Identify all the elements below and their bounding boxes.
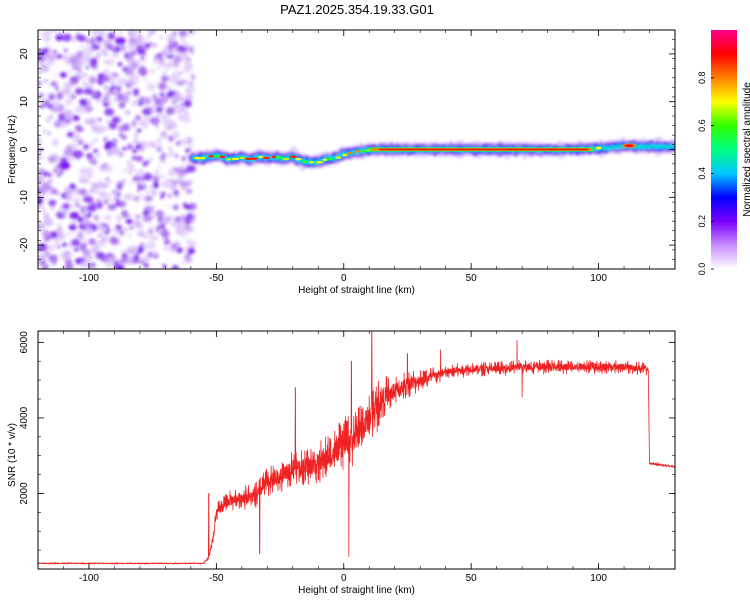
figure-title: PAZ1.2025.354.19.33.G01 bbox=[280, 2, 434, 17]
x-tick-label: -100 bbox=[79, 273, 99, 284]
y-tick-label: 4000 bbox=[19, 406, 30, 429]
colorbar-gradient bbox=[711, 30, 737, 269]
snr-axes: -100 -50 0 50 100 2000 4000 6000 bbox=[19, 331, 676, 584]
colorbar-tick-label: 0.4 bbox=[697, 167, 707, 180]
y-tick-label: 2000 bbox=[19, 482, 30, 505]
spectrogram-x-axis-label: Height of straight line (km) bbox=[298, 285, 415, 296]
colorbar-tick-label: 0.6 bbox=[697, 119, 707, 132]
signal-track bbox=[186, 135, 675, 172]
x-tick-label: 100 bbox=[590, 573, 607, 584]
y-tick-label: 20 bbox=[19, 48, 30, 60]
colorbar-tick-label: 0.2 bbox=[697, 215, 707, 228]
spectrogram-y-axis-label: Frequency (Hz) bbox=[7, 115, 18, 184]
snr-panel: -100 -50 0 50 100 2000 4000 6000 Height of stra… bbox=[7, 330, 676, 596]
x-tick-label: -50 bbox=[209, 273, 224, 284]
snr-frame bbox=[37, 330, 676, 570]
y-tick-label: -20 bbox=[19, 237, 30, 252]
y-tick-label: 10 bbox=[19, 96, 30, 108]
colorbar-ticks: 0.0 0.2 0.4 0.6 0.8 bbox=[697, 72, 714, 276]
x-tick-label: 0 bbox=[341, 273, 347, 284]
noise-speckle-region bbox=[38, 30, 197, 269]
x-tick-label: 50 bbox=[466, 573, 478, 584]
x-tick-label: 0 bbox=[341, 573, 347, 584]
x-tick-label: -100 bbox=[79, 573, 99, 584]
colorbar: 0.0 0.2 0.4 0.6 0.8 Normalized spectral ampl… bbox=[697, 30, 750, 275]
colorbar-label: Normalized spectral amplitude bbox=[742, 82, 750, 217]
colorbar-tick-label: 0.0 bbox=[697, 263, 707, 276]
y-tick-label: 6000 bbox=[19, 331, 30, 354]
colorbar-tick-label: 0.8 bbox=[697, 72, 707, 85]
x-tick-label: -50 bbox=[209, 573, 224, 584]
x-tick-label: 50 bbox=[466, 273, 478, 284]
snr-x-axis-label: Height of straight line (km) bbox=[298, 585, 415, 596]
x-tick-label: 100 bbox=[590, 273, 607, 284]
y-tick-label: 0 bbox=[19, 146, 30, 152]
snr-series-line bbox=[38, 331, 675, 565]
snr-y-axis-label: SNR (10 * v/v) bbox=[7, 423, 18, 487]
y-tick-label: -10 bbox=[19, 190, 30, 205]
